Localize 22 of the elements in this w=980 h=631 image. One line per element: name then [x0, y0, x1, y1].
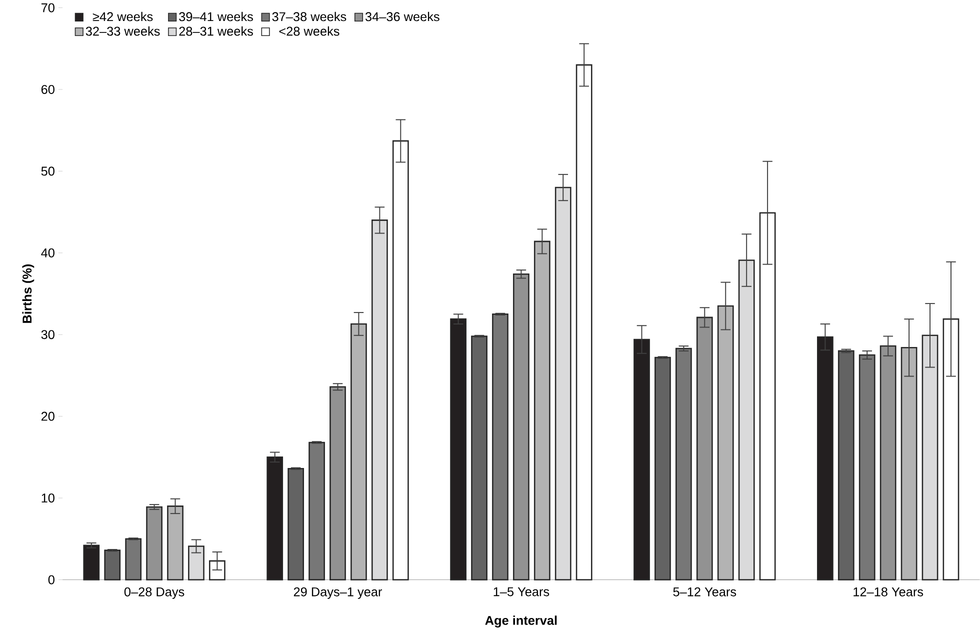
y-tick-label: 60: [41, 85, 54, 94]
legend-label: ≥42 weeks: [92, 12, 153, 22]
legend-label: <28 weeks: [279, 26, 340, 36]
x-tick-label: 5–12 Years: [673, 587, 736, 596]
y-tick-label: 30: [41, 330, 54, 340]
legend-label: 32–33 weeks: [86, 26, 160, 36]
y-tick-label: 40: [41, 248, 54, 258]
legend-label: 39–41 weeks: [179, 12, 253, 22]
x-tick-label: 0–28 Days: [124, 587, 184, 599]
x-tick-label: 1–5 Years: [494, 587, 550, 596]
x-axis-title: Age interval: [485, 616, 557, 628]
y-axis-title: Births (%): [22, 264, 34, 324]
legend-label: 37–38 weeks: [272, 12, 346, 22]
x-tick-label: 12–18 Years: [854, 587, 924, 596]
y-tick-label: 10: [42, 494, 54, 503]
y-tick-label: 70: [41, 3, 54, 12]
y-tick-label: 50: [41, 166, 54, 176]
y-tick-label: 0: [48, 575, 54, 584]
legend-label: 28–31 weeks: [179, 26, 253, 36]
y-tick-label: 20: [41, 412, 54, 421]
x-tick-label: 29 Days–1 year: [294, 587, 382, 599]
legend-label: 34–36 weeks: [365, 12, 440, 22]
